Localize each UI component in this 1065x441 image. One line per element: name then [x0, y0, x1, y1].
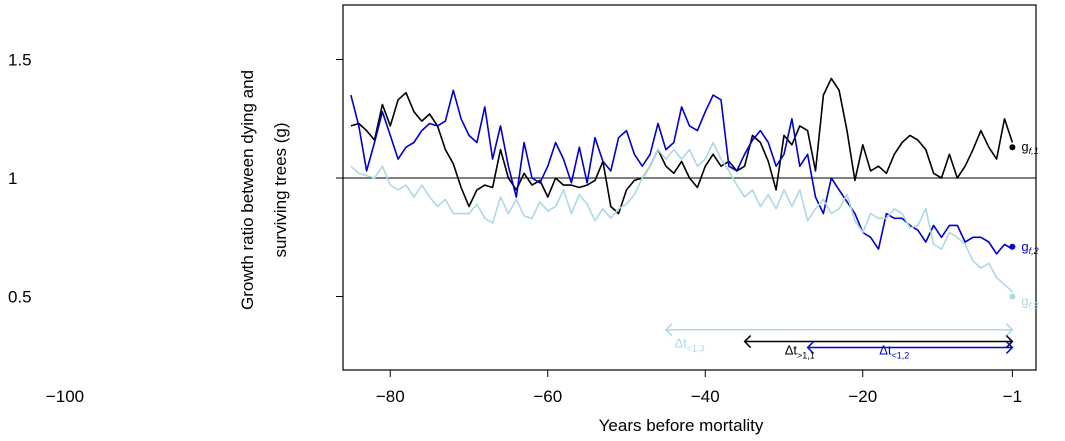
series-end-marker: [1009, 144, 1016, 151]
plot-frame: [342, 4, 1037, 371]
y-tick-label: 1: [8, 169, 17, 188]
x-tick-label: −80: [376, 387, 405, 406]
x-axis-label: Years before mortality: [599, 416, 764, 435]
delta-arrow-label: Δt<1,2: [879, 343, 909, 361]
delta-arrow-label: Δt>1,1: [785, 343, 815, 361]
delta-arrow-head-right: [1005, 323, 1014, 337]
series-line-f-2: [350, 89, 1013, 255]
series-line-f-3: [350, 141, 1013, 293]
y-tick-label: 1.5: [8, 51, 32, 70]
delta-arrow-head-right: [1005, 335, 1014, 349]
delta-arrow-head-left: [806, 340, 815, 355]
delta-arrow-head-left: [743, 335, 752, 349]
delta-arrow-label: Δt<1,3: [674, 335, 704, 353]
x-tick-label: −40: [691, 387, 720, 406]
series-end-marker: [1009, 243, 1016, 250]
x-tick-label: −1: [1003, 387, 1022, 406]
delta-arrow-head-left: [664, 323, 673, 337]
delta-arrow-head-right: [1005, 340, 1014, 355]
y-tick-label: 0.5: [8, 288, 32, 307]
x-tick-label: −20: [848, 387, 877, 406]
series-line-f-1: [350, 77, 1014, 215]
series-end-marker: [1009, 293, 1016, 300]
x-tick-label: −100: [46, 387, 84, 406]
y-axis-label-line-1: Growth ratio between dying and: [238, 70, 257, 310]
y-axis-label-line-2: surviving trees (g): [271, 122, 290, 257]
x-tick-label: −60: [533, 387, 562, 406]
